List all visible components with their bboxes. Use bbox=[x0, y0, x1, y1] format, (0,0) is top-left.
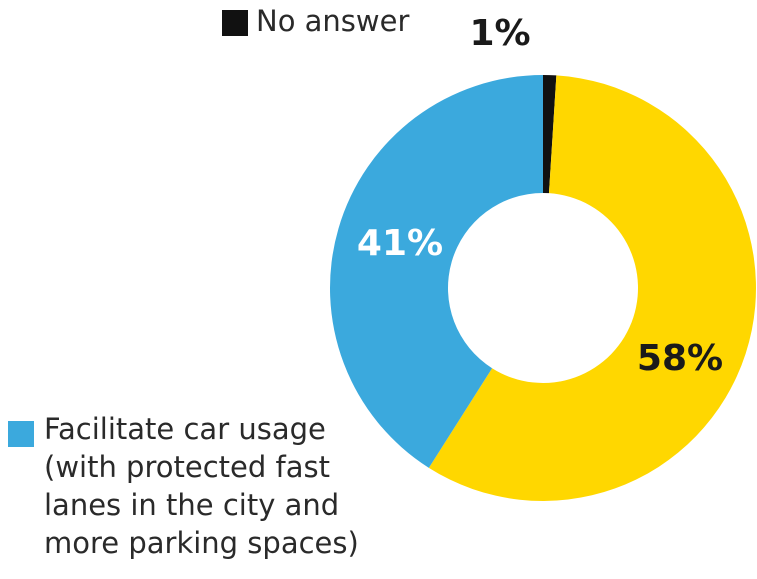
legend-label-car-usage: Facilitate car usage (with protected fas… bbox=[44, 410, 384, 562]
label-no-answer-pct: 1% bbox=[469, 13, 530, 54]
legend-line: Facilitate car usage bbox=[44, 412, 326, 446]
legend-line: lanes in the city and bbox=[44, 488, 340, 522]
slice-car-usage bbox=[329, 74, 543, 468]
legend-swatch-no-answer bbox=[222, 10, 248, 36]
legend-line: (with protected fast bbox=[44, 450, 330, 484]
legend-swatch-car-usage bbox=[8, 421, 34, 447]
donut-labels: 1% 58% 41% bbox=[357, 13, 723, 379]
slice-other bbox=[428, 75, 756, 502]
legend-label-no-answer: No answer bbox=[256, 4, 410, 38]
label-car-usage-pct: 41% bbox=[357, 223, 443, 264]
label-other-pct: 58% bbox=[637, 338, 723, 379]
legend-line: more parking spaces) bbox=[44, 526, 359, 560]
slice-no-answer bbox=[543, 75, 557, 194]
donut-slices bbox=[329, 74, 756, 502]
